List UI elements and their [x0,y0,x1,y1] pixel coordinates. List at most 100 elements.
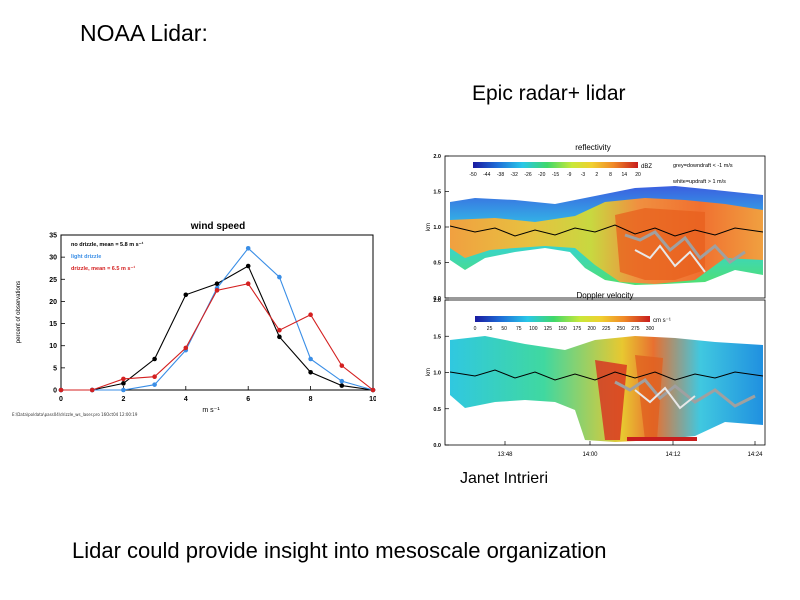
data-point [152,356,157,362]
colorbar-tick-label: 150 [558,326,567,332]
doppler-y-label: km [426,368,432,376]
data-point [277,334,282,340]
reflectivity-y-ticks: 0.0 0.5 1.0 1.5 2.0 [433,154,449,302]
data-point [152,374,157,380]
y-tick-label: 1.0 [433,225,441,231]
colorbar-tick-label: -32 [511,172,518,178]
updraft-note: white=updraft > 1 m/s [672,179,726,185]
data-point [183,345,189,351]
colorbar-tick-label: -15 [552,172,559,178]
data-point [339,378,345,384]
x-tick-label: 10 [369,396,376,403]
data-point [339,363,345,368]
x-tick-label: 8 [309,396,313,403]
data-point [370,387,376,393]
y-tick-label: 1.0 [433,371,441,377]
data-point [152,382,157,387]
data-point [339,383,345,388]
data-point [121,387,126,393]
y-tick-label: 35 [49,233,57,240]
y-tick-label: 15 [49,321,57,328]
y-tick-label: 0.5 [433,261,441,267]
series-line-2 [61,283,374,391]
colorbar-tick-label: 50 [501,326,507,332]
colorbar-tick-label: 100 [529,326,538,332]
x-tick-label: 0 [59,396,63,403]
colorbar-tick-label: 175 [573,326,582,332]
colorbar-tick-label: -20 [538,172,545,178]
colorbar-tick-label: 300 [646,326,655,332]
y-tick-label: 2.0 [433,154,441,160]
colorbar-tick-label: -50 [469,172,476,178]
colorbar-tick-label: -9 [567,172,572,178]
colorbar-tick-label: 225 [602,326,611,332]
doppler-field [449,336,764,442]
reflectivity-colorbar-ticks: -50 -44 -38 -32 -26 -20 -15 -9 -3 2 8 14 20 [469,172,641,178]
tick-labels: 0 2 4 6 8 10 0 5 10 15 20 25 30 35 [49,233,376,404]
colorbar-tick-label: 0 [474,326,477,332]
y-tick-label: 0.0 [433,443,441,449]
reflectivity-title: reflectivity [575,143,611,152]
wind-speed-chart: wind speed percent of observations m s⁻¹… [16,221,376,414]
y-tick-label: 1.5 [433,190,441,196]
colorbar-tick-label: 14 [621,172,627,178]
y-axis-label: percent of observations [16,281,22,343]
doppler-colorbar-ticks: 0 25 50 75 100 125 150 175 200 225 250 275 300 [474,326,655,332]
author-credit: Janet Intrieri [460,470,549,487]
legend-entry: no drizzle, mean = 5.8 m s⁻¹ [71,241,144,248]
x-axis-label: m s⁻¹ [202,407,220,414]
colorbar-tick-label: 20 [635,172,641,178]
slide-caption: Lidar could provide insight into mesosca… [72,538,607,563]
colorbar-tick-label: 125 [544,326,553,332]
y-tick-label: 0.0 [433,296,441,302]
colorbar-tick-label: 8 [609,172,612,178]
colorbar-tick-label: 200 [587,326,596,332]
data-point [277,274,282,280]
data-point [214,288,220,293]
data-point [183,292,189,298]
data-point [308,369,313,375]
y-tick-label: 0 [53,388,57,395]
legend: no drizzle, mean = 5.8 m s⁻¹ light drizzl… [71,241,144,272]
reflectivity-colorbar [473,162,638,168]
colorbar-tick-label: 2 [595,172,598,178]
legend-entry: drizzle, mean = 6.5 m s⁻¹ [71,265,135,272]
reflectivity-field [449,186,764,285]
data-point [89,387,95,393]
colorbar-tick-label: 275 [631,326,640,332]
data-point [277,327,282,333]
doppler-y-ticks: 0.0 0.5 1.0 1.5 2.0 [433,298,449,449]
x-tick-label: 2 [121,396,125,403]
colorbar-tick-label: 250 [617,326,626,332]
radar-lidar-title: Epic radar+ lidar [472,82,626,105]
data-point [121,376,126,382]
colorbar-tick-label: -38 [497,172,504,178]
plot-frame [60,234,374,391]
doppler-colorbar [475,316,650,322]
series-lines [58,245,376,393]
doppler-colorbar-unit: cm s⁻¹ [653,318,671,324]
colorbar-tick-label: -3 [581,172,586,178]
y-tick-label: 1.5 [433,334,441,340]
colorbar-tick-label: -44 [483,172,490,178]
data-point [245,263,251,269]
chart-title: wind speed [190,221,245,232]
data-point [245,281,251,287]
time-tick-label: 14:12 [665,452,681,458]
data-point [308,312,313,318]
y-tick-label: 30 [49,255,57,262]
y-tick-label: 25 [49,277,57,284]
colorbar-tick-label: 25 [487,326,493,332]
time-tick-label: 14:00 [582,452,598,458]
time-tick-label: 14:24 [747,452,763,458]
colorbar-tick-label: -26 [524,172,531,178]
data-point [308,356,313,362]
legend-entry: light drizzle [71,254,101,260]
data-point [121,381,126,386]
time-tick-label: 13:48 [497,452,513,458]
colorbar-tick-label: 75 [516,326,522,332]
data-point [58,387,64,393]
reflectivity-colorbar-unit: dBZ [641,164,652,170]
reflectivity-y-label: km [426,223,432,231]
y-tick-label: 5 [53,365,57,372]
